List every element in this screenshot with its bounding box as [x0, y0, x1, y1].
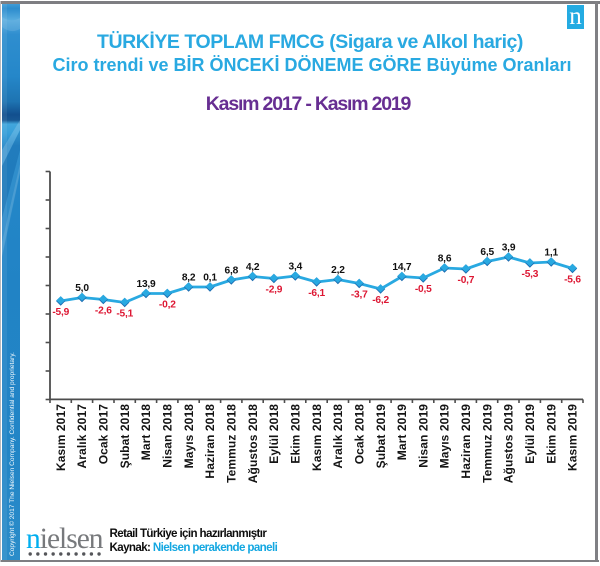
svg-text:Temmuz 2019: Temmuz 2019: [480, 404, 494, 483]
svg-text:Ağustos 2018: Ağustos 2018: [246, 404, 260, 483]
svg-text:4,2: 4,2: [246, 262, 260, 273]
svg-text:Copyright © 2017 The Nielsen C: Copyright © 2017 The Nielsen Company. Co…: [8, 352, 16, 556]
svg-text:Nisan 2018: Nisan 2018: [161, 404, 175, 468]
svg-text:-2,9: -2,9: [266, 285, 283, 296]
svg-text:5,0: 5,0: [75, 283, 89, 294]
svg-text:Kasım 2017: Kasım 2017: [54, 404, 68, 471]
svg-text:-2,6: -2,6: [95, 306, 112, 317]
svg-text:Mayıs 2019: Mayıs 2019: [438, 404, 452, 469]
svg-text:3,4: 3,4: [289, 262, 303, 273]
svg-text:-0,2: -0,2: [159, 300, 176, 311]
svg-text:0,1: 0,1: [203, 273, 217, 284]
svg-text:Kasım 2018: Kasım 2018: [310, 404, 324, 471]
svg-text:Mayıs 2018: Mayıs 2018: [182, 404, 196, 469]
svg-text:Mart 2018: Mart 2018: [139, 404, 153, 460]
svg-text:8,2: 8,2: [182, 273, 196, 284]
svg-text:Nisan 2019: Nisan 2019: [416, 404, 430, 468]
svg-text:Eylül 2019: Eylül 2019: [523, 404, 537, 464]
svg-text:6,5: 6,5: [480, 247, 494, 258]
svg-text:Eylül 2018: Eylül 2018: [267, 404, 281, 464]
svg-text:-6,1: -6,1: [308, 288, 325, 299]
svg-text:Temmuz 2018: Temmuz 2018: [225, 404, 239, 483]
svg-text:2,2: 2,2: [331, 265, 345, 276]
svg-text:-5,3: -5,3: [522, 269, 539, 280]
svg-text:Mart 2019: Mart 2019: [395, 404, 409, 460]
svg-text:Haziran 2018: Haziran 2018: [203, 404, 217, 479]
svg-text:Kasım 2019: Kasım 2019: [566, 404, 580, 471]
svg-text:Ocak 2017: Ocak 2017: [97, 404, 111, 465]
svg-text:Aralık 2018: Aralık 2018: [331, 404, 345, 469]
svg-text:Şubat 2018: Şubat 2018: [118, 404, 132, 469]
svg-text:Ekim 2019: Ekim 2019: [544, 404, 558, 464]
svg-text:-3,7: -3,7: [351, 290, 368, 301]
svg-text:-5,6: -5,6: [564, 275, 581, 286]
svg-text:-5,1: -5,1: [116, 309, 133, 320]
svg-text:8,6: 8,6: [438, 254, 452, 265]
svg-text:13,9: 13,9: [136, 279, 156, 290]
svg-text:-0,7: -0,7: [458, 275, 475, 286]
svg-text:-6,2: -6,2: [372, 295, 389, 306]
svg-text:3,9: 3,9: [502, 243, 516, 254]
svg-text:Ekim 2018: Ekim 2018: [289, 404, 303, 464]
svg-text:Haziran 2019: Haziran 2019: [459, 404, 473, 479]
svg-text:Şubat 2019: Şubat 2019: [374, 404, 388, 469]
svg-text:Ocak 2018: Ocak 2018: [352, 404, 366, 465]
svg-text:-5,9: -5,9: [52, 307, 69, 318]
svg-text:6,8: 6,8: [225, 266, 239, 277]
svg-text:-0,5: -0,5: [415, 284, 432, 295]
svg-text:14,7: 14,7: [392, 262, 412, 273]
svg-text:Ağustos 2019: Ağustos 2019: [502, 404, 516, 483]
svg-text:Aralık 2017: Aralık 2017: [75, 404, 89, 469]
svg-text:1,1: 1,1: [544, 248, 558, 259]
